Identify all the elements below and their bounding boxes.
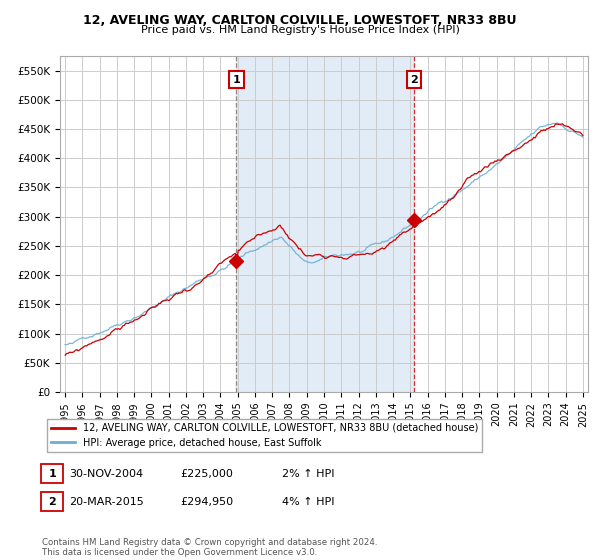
Text: 4% ↑ HPI: 4% ↑ HPI xyxy=(282,497,335,507)
Text: 1: 1 xyxy=(232,74,240,85)
Text: 12, AVELING WAY, CARLTON COLVILLE, LOWESTOFT, NR33 8BU: 12, AVELING WAY, CARLTON COLVILLE, LOWES… xyxy=(83,14,517,27)
Text: 2: 2 xyxy=(49,497,56,507)
Legend: 12, AVELING WAY, CARLTON COLVILLE, LOWESTOFT, NR33 8BU (detached house), HPI: Av: 12, AVELING WAY, CARLTON COLVILLE, LOWES… xyxy=(47,419,482,452)
Text: Contains HM Land Registry data © Crown copyright and database right 2024.
This d: Contains HM Land Registry data © Crown c… xyxy=(42,538,377,557)
Text: £294,950: £294,950 xyxy=(180,497,233,507)
Text: 2: 2 xyxy=(410,74,418,85)
Bar xyxy=(236,56,414,392)
Text: £225,000: £225,000 xyxy=(180,469,233,479)
Text: 30-NOV-2004: 30-NOV-2004 xyxy=(69,469,143,479)
Text: 1: 1 xyxy=(49,469,56,479)
Text: 20-MAR-2015: 20-MAR-2015 xyxy=(69,497,144,507)
Text: Price paid vs. HM Land Registry's House Price Index (HPI): Price paid vs. HM Land Registry's House … xyxy=(140,25,460,35)
Text: 2% ↑ HPI: 2% ↑ HPI xyxy=(282,469,335,479)
